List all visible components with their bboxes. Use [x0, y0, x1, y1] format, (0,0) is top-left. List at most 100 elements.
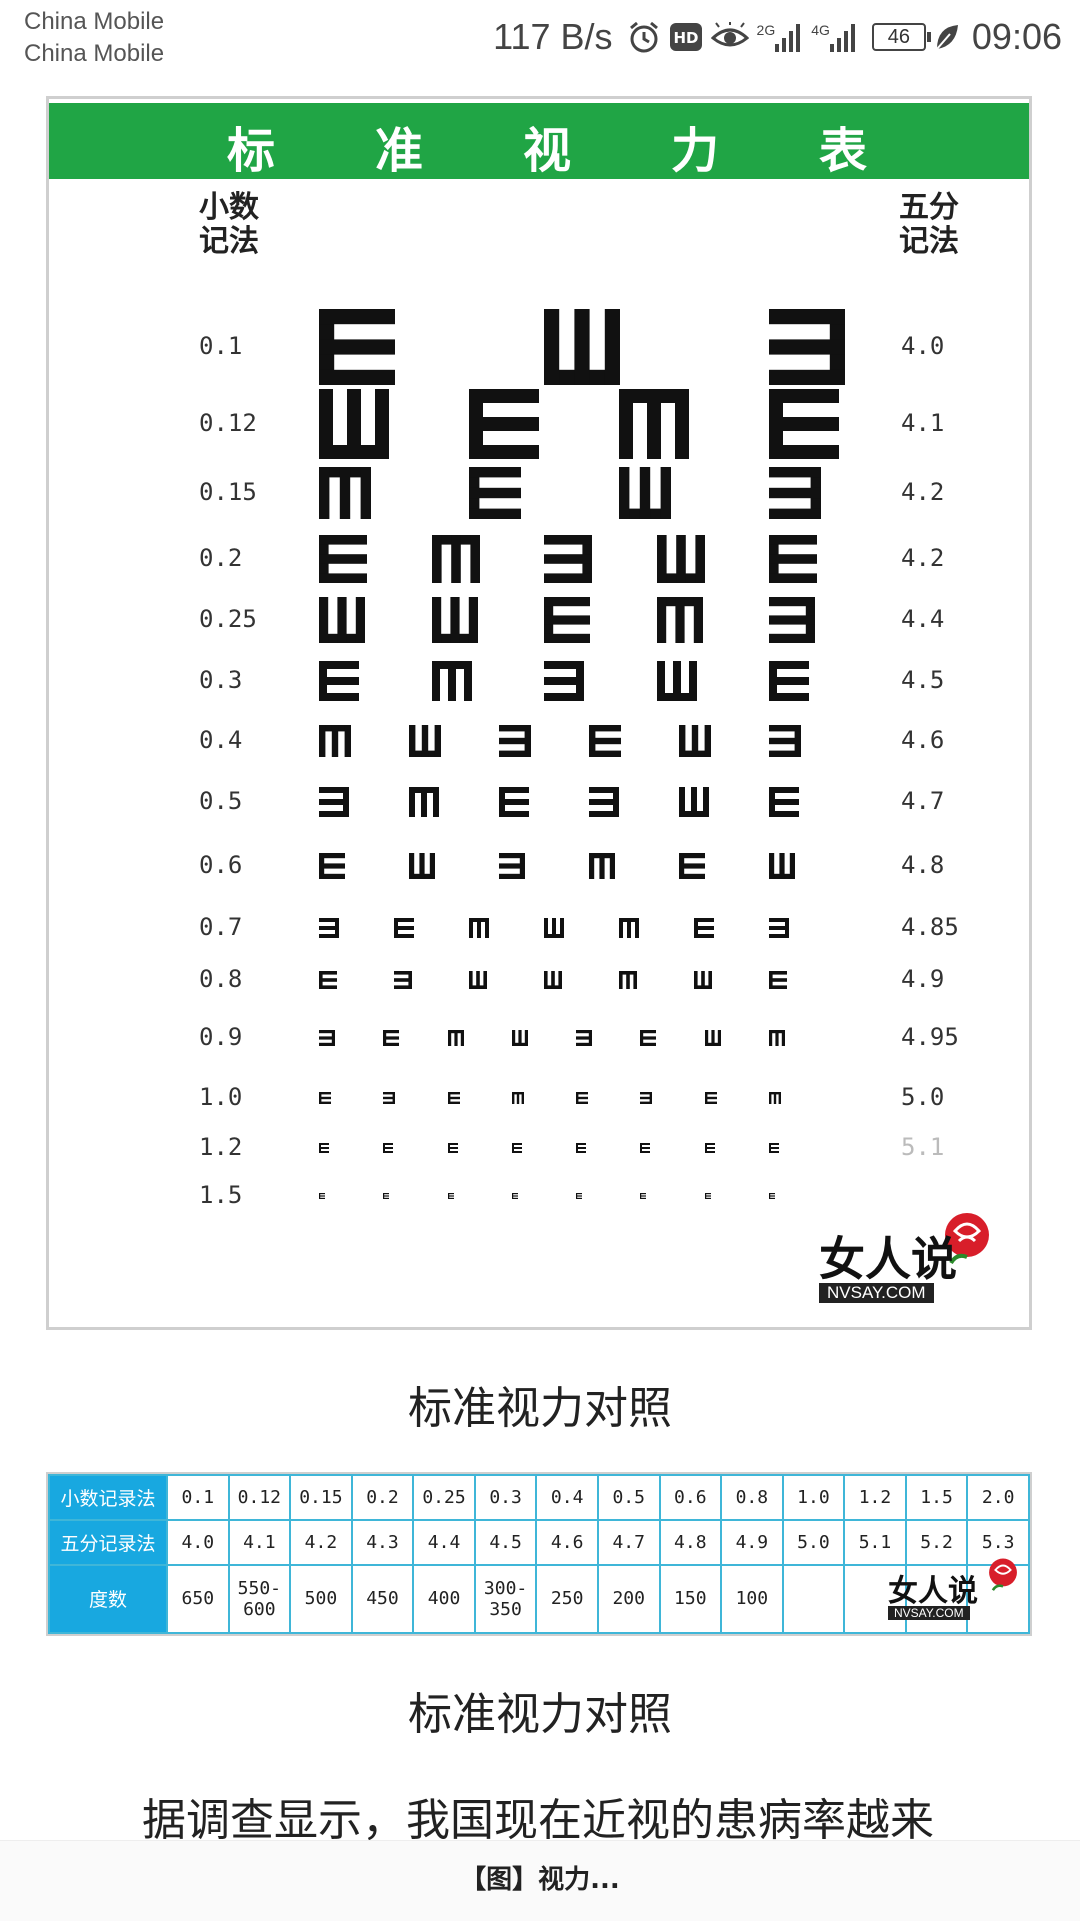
optotype-e [383, 1143, 394, 1153]
image-caption: 标准视力对照 [408, 1383, 672, 1434]
clock: 09:06 [971, 16, 1062, 57]
decimal-header: 小数 记法 [199, 190, 259, 259]
optotype-m [619, 971, 637, 989]
optotype-3 [499, 853, 525, 879]
decimal-value: 0.1 [199, 332, 243, 360]
five-point-value: 4.8 [901, 851, 945, 879]
decimal-value: 0.8 [199, 965, 243, 993]
optotype-e [769, 787, 799, 817]
optotype-e [694, 918, 714, 938]
table-cell: 4.0 [166, 1518, 230, 1566]
optotype-e [319, 309, 395, 385]
optotype-e [704, 1193, 711, 1199]
five-point-value: 4.6 [901, 726, 945, 754]
carrier-2: China Mobile [24, 40, 165, 67]
optotype-m [319, 467, 371, 519]
chart-row: 0.2 4.2 [49, 535, 1029, 583]
optotype-m [469, 918, 489, 938]
optotype-w [679, 725, 711, 757]
five-point-value: 4.7 [901, 787, 945, 815]
table-row-decimal: 小数记录法 0.1 0.12 0.15 0.2 0.25 0.3 0.4 0.5 0.6 0.8 1.… [48, 1474, 1030, 1521]
optotype-3 [383, 1092, 396, 1104]
optotype-w [319, 597, 365, 643]
optotype-w [769, 853, 795, 879]
optotype-3 [544, 661, 584, 701]
table-cell: 4.6 [535, 1518, 599, 1566]
optotype-3 [769, 309, 845, 385]
optotype-m [511, 1092, 524, 1104]
chart-row: 0.5 4.7 [49, 787, 1029, 817]
chart-title-char: 表 [819, 123, 868, 179]
comparison-table-image: 小数记录法 0.1 0.12 0.15 0.2 0.25 0.3 0.4 0.5 0.6 0.8 1.… [46, 1472, 1032, 1636]
optotype-3 [769, 467, 821, 519]
table-cell: 100 [720, 1563, 784, 1635]
status-bar: China Mobile China Mobile 117 B/s HD 2G … [0, 0, 1080, 82]
signal-4g-icon: 4G [811, 22, 858, 52]
decimal-value: 1.2 [199, 1133, 243, 1161]
chart-row: 0.25 4.4 [49, 597, 1029, 643]
decimal-value: 1.5 [199, 1181, 243, 1209]
article-paragraph: 据调查显示，我国现在近视的患病率越来 [142, 1795, 934, 1846]
optotype-e [769, 1143, 779, 1153]
signal-2g-icon: 2G [757, 22, 804, 52]
table-cell: 5.0 [781, 1518, 846, 1566]
table-cell: 5.3 [966, 1518, 1030, 1566]
optotype-m [619, 389, 689, 459]
five-point-value: 4.9 [901, 965, 945, 993]
table-cell: 650 [166, 1563, 230, 1635]
optotype-m [431, 661, 472, 701]
battery-icon: 46 [871, 23, 931, 51]
optotype-3 [319, 918, 339, 938]
row-head: 五分记录法 [48, 1518, 168, 1566]
chart-title-char: 标 [227, 123, 276, 179]
table-cell: 0.4 [535, 1474, 599, 1521]
optotype-3 [319, 787, 349, 817]
watermark-text: 女人说 [819, 1232, 957, 1286]
table-cell: 0.3 [473, 1474, 538, 1521]
table-cell: 0.6 [658, 1474, 723, 1521]
optotype-e [544, 597, 590, 643]
table-cell: 150 [658, 1563, 723, 1635]
optotype-e [383, 1030, 400, 1046]
optotype-e [576, 1143, 587, 1153]
watermark-text: 女人说 [888, 1574, 978, 1609]
watermark-site: NVSAY.COM [819, 1283, 934, 1303]
chart-title-bar: 标 准 视 力 表 [49, 103, 1029, 179]
optotype-3 [769, 597, 815, 643]
optotype-w [319, 389, 389, 459]
chart-row: 0.7 4.85 [49, 913, 1029, 943]
bottom-title[interactable]: 【图】视力... [460, 1865, 620, 1895]
table-cell: 4.8 [658, 1518, 723, 1566]
optotype-e [640, 1193, 647, 1199]
optotype-m [769, 1092, 781, 1104]
optotype-e [679, 853, 705, 879]
net-speed: 117 B/s [493, 16, 613, 57]
optotype-e [640, 1143, 651, 1153]
row-head: 小数记录法 [48, 1474, 168, 1521]
table-cell [904, 1563, 969, 1635]
chart-row: 0.12 4.1 [49, 389, 1029, 459]
optotype-e [769, 971, 787, 989]
table-cell: 550-600 [227, 1563, 292, 1635]
optotype-e [704, 1143, 715, 1153]
optotype-w [679, 787, 709, 817]
five-point-header: 五分 记法 [899, 190, 959, 259]
bottom-title-bar[interactable]: 【图】视力... [0, 1840, 1080, 1921]
decimal-value: 0.25 [199, 605, 257, 633]
optotype-e [769, 1193, 775, 1199]
optotype-w [619, 467, 671, 519]
chart-row: 1.2 5.1 [49, 1133, 1029, 1163]
optotype-e [769, 535, 817, 583]
optotype-e [511, 1143, 522, 1153]
optotype-3 [769, 918, 789, 938]
table-cell: 0.1 [166, 1474, 230, 1521]
decimal-value: 0.12 [199, 409, 257, 437]
optotype-e [319, 1193, 325, 1199]
table-cell: 4.1 [227, 1518, 292, 1566]
table-caption: 标准视力对照 [408, 1689, 672, 1740]
optotype-w [694, 971, 712, 989]
watermark: 女人说 NVSAY.COM [819, 1209, 999, 1309]
optotype-3 [640, 1092, 653, 1104]
chart-row: 0.1 4.0 [49, 309, 1029, 385]
optotype-e [769, 389, 839, 459]
